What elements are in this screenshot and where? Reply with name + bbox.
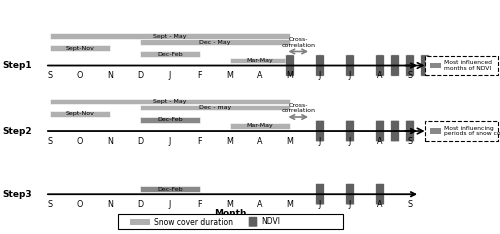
Text: J: J	[349, 200, 351, 209]
Text: A: A	[257, 137, 263, 146]
Text: Dec-Feb: Dec-Feb	[157, 52, 183, 57]
Text: Sept - May: Sept - May	[153, 33, 186, 39]
Text: A: A	[377, 71, 382, 80]
FancyBboxPatch shape	[286, 55, 294, 76]
FancyBboxPatch shape	[425, 56, 498, 75]
Text: S: S	[408, 200, 412, 209]
Text: Step3: Step3	[2, 190, 32, 199]
FancyBboxPatch shape	[346, 183, 354, 205]
Text: Sept - May: Sept - May	[153, 99, 186, 104]
Text: Sept-Nov: Sept-Nov	[66, 111, 94, 116]
Text: Cross-
correlation: Cross- correlation	[281, 103, 316, 113]
Text: J: J	[319, 71, 321, 80]
Text: Dec-Feb: Dec-Feb	[157, 117, 183, 122]
Text: Sept-Nov: Sept-Nov	[66, 46, 94, 51]
Text: F: F	[198, 137, 202, 146]
Text: M: M	[286, 71, 294, 80]
FancyBboxPatch shape	[346, 55, 354, 76]
Text: Dec - may: Dec - may	[199, 105, 231, 110]
Text: O: O	[77, 71, 83, 80]
Text: Dec - May: Dec - May	[199, 40, 231, 45]
Text: Most influencing
periods of snow cover: Most influencing periods of snow cover	[444, 126, 500, 136]
FancyBboxPatch shape	[376, 120, 384, 142]
Text: M: M	[226, 137, 234, 146]
Text: N: N	[107, 137, 113, 146]
Text: Step2: Step2	[2, 127, 32, 135]
Text: Month: Month	[214, 209, 246, 218]
FancyBboxPatch shape	[316, 120, 324, 142]
FancyBboxPatch shape	[406, 120, 414, 142]
Text: S: S	[48, 137, 52, 146]
Text: J: J	[169, 71, 171, 80]
Text: Mar-May: Mar-May	[246, 123, 274, 128]
Text: M: M	[286, 200, 294, 209]
FancyBboxPatch shape	[430, 128, 441, 134]
Text: S: S	[408, 137, 412, 146]
Text: D: D	[137, 137, 143, 146]
Text: A: A	[377, 137, 382, 146]
FancyBboxPatch shape	[140, 39, 290, 45]
FancyBboxPatch shape	[140, 51, 200, 57]
FancyBboxPatch shape	[140, 186, 200, 192]
Text: J: J	[349, 137, 351, 146]
Text: Most influenced
months of NDVI: Most influenced months of NDVI	[444, 60, 492, 71]
FancyBboxPatch shape	[140, 117, 200, 123]
Text: F: F	[198, 71, 202, 80]
FancyBboxPatch shape	[391, 55, 399, 76]
FancyBboxPatch shape	[406, 55, 414, 76]
Text: N: N	[107, 200, 113, 209]
Text: M: M	[226, 200, 234, 209]
FancyBboxPatch shape	[421, 55, 429, 76]
Text: O: O	[77, 200, 83, 209]
FancyBboxPatch shape	[130, 219, 150, 225]
FancyBboxPatch shape	[248, 217, 258, 227]
Text: Mar-May: Mar-May	[246, 58, 274, 63]
Text: S: S	[48, 200, 52, 209]
Text: J: J	[349, 71, 351, 80]
Text: J: J	[169, 200, 171, 209]
Text: A: A	[377, 200, 382, 209]
Text: Snow cover duration: Snow cover duration	[154, 218, 233, 227]
Text: NDVI: NDVI	[261, 217, 280, 226]
Text: A: A	[257, 71, 263, 80]
Text: M: M	[286, 137, 294, 146]
FancyBboxPatch shape	[140, 105, 290, 110]
Text: S: S	[408, 71, 412, 80]
Text: A: A	[257, 200, 263, 209]
Text: J: J	[169, 137, 171, 146]
Text: O: O	[77, 137, 83, 146]
FancyBboxPatch shape	[316, 55, 324, 76]
Text: Dec-Feb: Dec-Feb	[157, 186, 183, 192]
Text: M: M	[226, 71, 234, 80]
Text: J: J	[319, 200, 321, 209]
FancyBboxPatch shape	[230, 123, 290, 129]
FancyBboxPatch shape	[391, 120, 399, 142]
Text: D: D	[137, 200, 143, 209]
Text: J: J	[319, 137, 321, 146]
FancyBboxPatch shape	[230, 58, 290, 63]
FancyBboxPatch shape	[50, 99, 290, 104]
FancyBboxPatch shape	[316, 183, 324, 205]
FancyBboxPatch shape	[425, 121, 498, 141]
FancyBboxPatch shape	[50, 33, 290, 39]
Text: Step1: Step1	[2, 61, 32, 70]
Text: S: S	[48, 71, 52, 80]
FancyBboxPatch shape	[50, 111, 110, 117]
Text: Cross-
correlation: Cross- correlation	[281, 37, 316, 48]
Text: N: N	[107, 71, 113, 80]
FancyBboxPatch shape	[118, 214, 342, 229]
Text: D: D	[137, 71, 143, 80]
FancyBboxPatch shape	[376, 183, 384, 205]
FancyBboxPatch shape	[430, 63, 441, 68]
FancyBboxPatch shape	[346, 120, 354, 142]
FancyBboxPatch shape	[50, 45, 110, 51]
FancyBboxPatch shape	[376, 55, 384, 76]
Text: F: F	[198, 200, 202, 209]
